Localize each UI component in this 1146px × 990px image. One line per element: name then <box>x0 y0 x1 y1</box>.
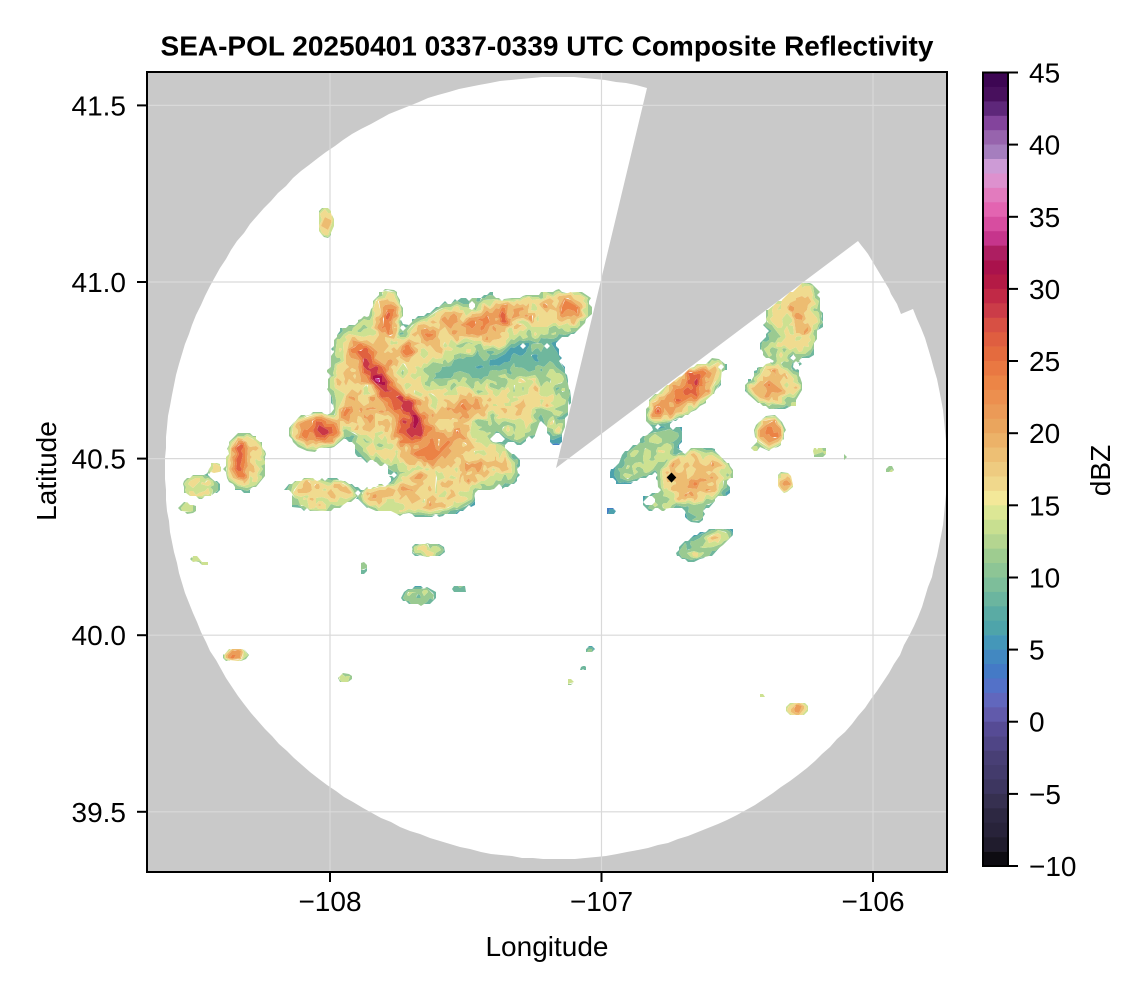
svg-text:45: 45 <box>1029 58 1060 89</box>
svg-text:dBZ: dBZ <box>1085 445 1116 496</box>
svg-text:5: 5 <box>1029 635 1045 666</box>
svg-text:0: 0 <box>1029 707 1045 738</box>
svg-text:−106: −106 <box>841 886 904 917</box>
svg-text:15: 15 <box>1029 490 1060 521</box>
svg-text:−107: −107 <box>570 886 633 917</box>
svg-text:40.5: 40.5 <box>72 444 127 475</box>
svg-text:SEA-POL 20250401 0337-0339 UTC: SEA-POL 20250401 0337-0339 UTC Composite… <box>161 31 934 62</box>
svg-text:Latitude: Latitude <box>31 421 62 521</box>
svg-text:39.5: 39.5 <box>72 797 127 828</box>
svg-text:40.0: 40.0 <box>72 620 127 651</box>
svg-text:30: 30 <box>1029 274 1060 305</box>
svg-text:41.5: 41.5 <box>72 90 127 121</box>
svg-text:40: 40 <box>1029 130 1060 161</box>
svg-text:10: 10 <box>1029 563 1060 594</box>
svg-text:20: 20 <box>1029 418 1060 449</box>
svg-text:−10: −10 <box>1029 851 1077 882</box>
svg-text:35: 35 <box>1029 202 1060 233</box>
svg-text:41.0: 41.0 <box>72 267 127 298</box>
svg-text:Longitude: Longitude <box>485 931 608 962</box>
svg-text:−5: −5 <box>1029 779 1061 810</box>
svg-text:−108: −108 <box>298 886 361 917</box>
svg-text:25: 25 <box>1029 346 1060 377</box>
